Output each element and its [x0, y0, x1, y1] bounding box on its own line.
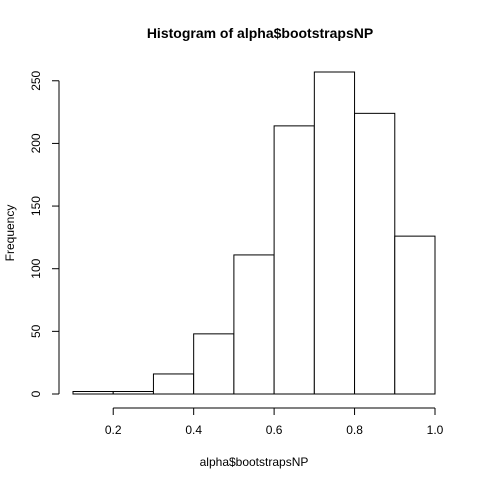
x-tick-label-1: 0.2	[105, 423, 122, 437]
histogram-bar-6	[273, 125, 315, 395]
y-tick-label-5: 200	[29, 133, 43, 153]
histogram-bar-8	[354, 112, 396, 395]
histogram-bar-4	[193, 333, 235, 395]
x-tick-label-4: 0.8	[346, 423, 363, 437]
y-tick-label-3: 100	[29, 258, 43, 278]
x-tick-label-5: 1.0	[427, 423, 444, 437]
x-axis-label: alpha$bootstrapsNP	[200, 455, 309, 469]
y-tick-label-4: 150	[29, 196, 43, 216]
histogram-bar-9	[394, 235, 436, 395]
y-tick-label-2: 50	[29, 324, 43, 338]
y-axis: 0 50 100 150 200 250	[29, 70, 60, 397]
y-axis-label: Frequency	[3, 205, 17, 262]
chart-title: Histogram of alpha$bootstrapsNP	[147, 25, 373, 41]
histogram-bar-2	[112, 390, 154, 395]
bars-group	[72, 71, 436, 395]
histogram-bar-3	[152, 373, 195, 395]
x-axis: 0.2 0.4 0.6 0.8 1.0	[105, 407, 444, 437]
y-tick-label-6: 250	[29, 70, 43, 90]
x-tick-label-2: 0.4	[185, 423, 202, 437]
y-tick-label-1: 0	[29, 390, 43, 397]
histogram-bar-5	[233, 254, 275, 395]
histogram-bar-1	[72, 390, 114, 395]
histogram-bar-7	[313, 71, 356, 395]
x-tick-label-3: 0.6	[266, 423, 283, 437]
